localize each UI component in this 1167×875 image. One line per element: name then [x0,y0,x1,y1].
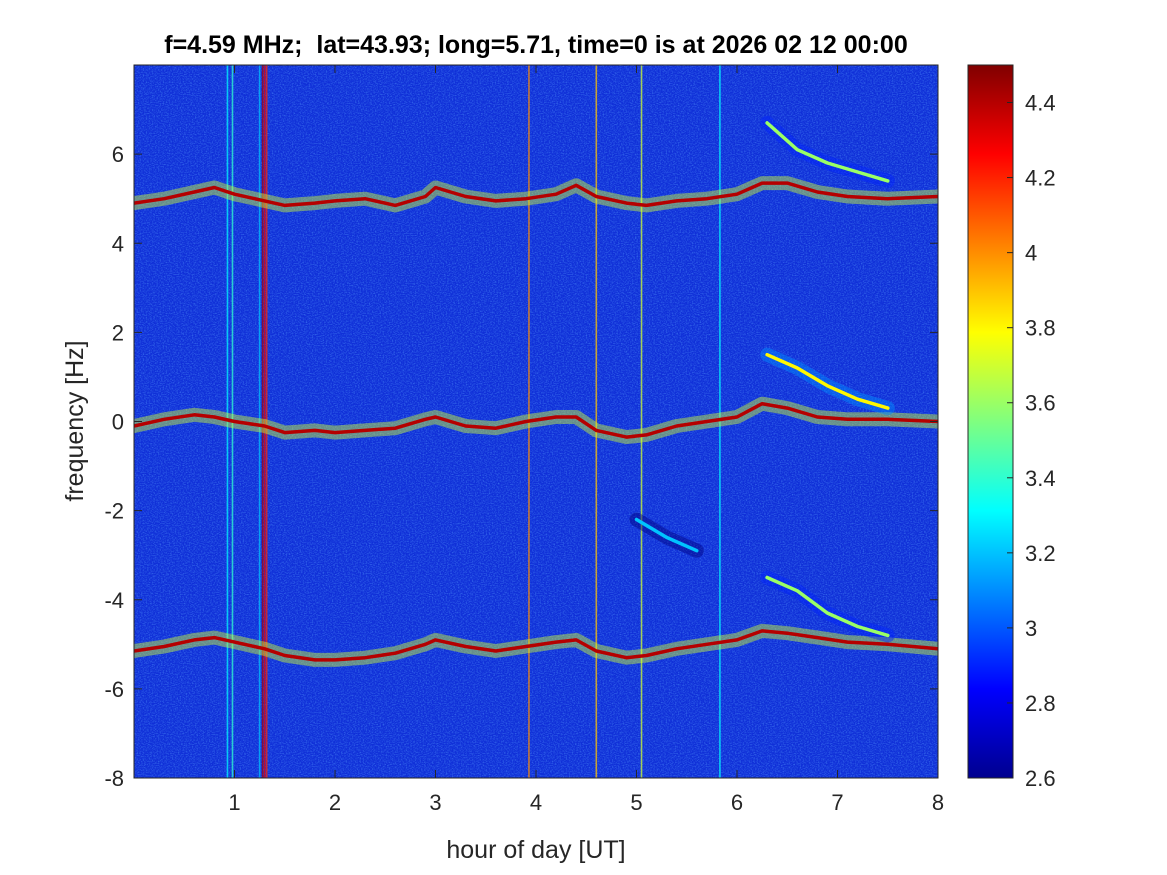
x-tick-label: 1 [228,790,240,815]
x-tick-label: 5 [630,790,642,815]
x-tick-label: 4 [530,790,542,815]
colorbar-tick-label: 3.2 [1025,541,1056,566]
colorbar-tick-label: 3.4 [1025,466,1056,491]
y-tick-label: 2 [112,320,124,345]
y-axis-label: frequency [Hz] [61,340,89,501]
x-axis: 1 2 3 4 5 6 7 8 [228,65,944,815]
colorbar-tick-label: 2.8 [1025,691,1056,716]
x-tick-label: 8 [932,790,944,815]
colorbar-tick-label: 3.8 [1025,316,1056,341]
x-tick-label: 3 [429,790,441,815]
data-marks [134,65,938,778]
chart-title: f=4.59 MHz; lat=43.93; long=5.71, time=0… [164,31,907,59]
trace-mark [765,575,890,638]
colorbar-tick-label: 2.6 [1025,766,1056,791]
trace-mark [634,517,699,553]
plot-area [133,64,939,779]
trace-mark [134,629,938,662]
trace-mark [765,352,890,410]
y-tick-label: 4 [112,231,124,256]
x-axis-label: hour of day [UT] [446,836,625,864]
x-tick-label: 6 [731,790,743,815]
y-tick-label: -8 [104,766,124,791]
y-tick-label: -4 [104,588,124,613]
colorbar-tick-label: 4.2 [1025,166,1056,191]
y-tick-label: 6 [112,142,124,167]
x-tick-label: 2 [329,790,341,815]
colorbar-tick-label: 4.4 [1025,91,1056,116]
y-tick-label: 0 [112,410,124,435]
trace-mark [134,181,938,208]
colorbar-gradient [967,64,1014,779]
colorbar-tick-label: 3.6 [1025,391,1056,416]
trace-mark [765,121,890,183]
y-axis: -8 -6 -4 -2 0 2 4 6 [104,142,938,791]
colorbar-tick-label: 3 [1025,616,1037,641]
colorbar-ticks: 2.6 2.8 3 3.2 3.4 3.6 3.8 4 4.2 4.4 [1007,91,1056,791]
colorbar-tick-label: 4 [1025,241,1037,266]
y-tick-label: -6 [104,677,124,702]
trace-mark [134,401,938,439]
x-tick-label: 7 [831,790,843,815]
y-tick-label: -2 [104,499,124,524]
colorbar: 2.6 2.8 3 3.2 3.4 3.6 3.8 4 4.2 4.4 [967,64,1056,791]
